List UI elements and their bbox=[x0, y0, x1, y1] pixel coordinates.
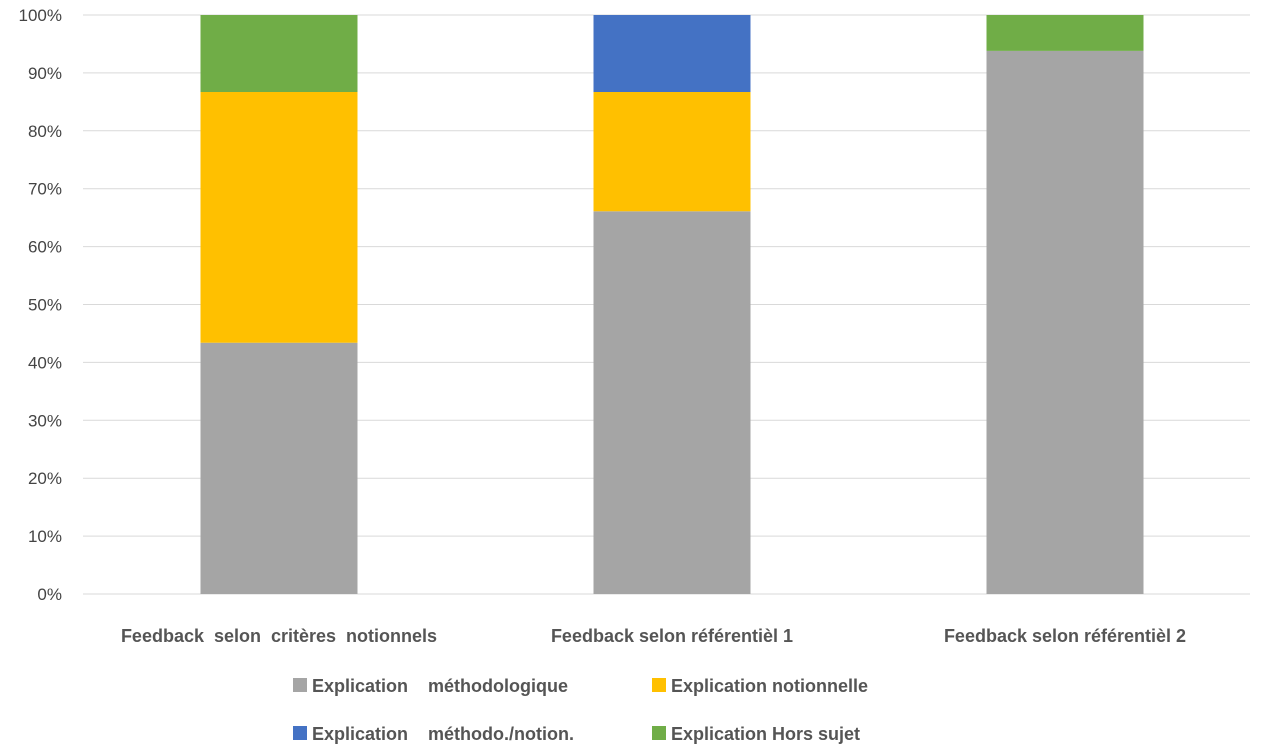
bar-stack bbox=[593, 15, 751, 594]
x-tick-label: Feedback selon référentièl 1 bbox=[551, 626, 793, 646]
y-tick-label: 100% bbox=[19, 6, 62, 25]
bar-segment bbox=[986, 50, 1144, 594]
y-tick-label: 50% bbox=[28, 296, 62, 315]
bar-stack bbox=[200, 15, 358, 594]
y-tick-label: 60% bbox=[28, 238, 62, 257]
legend-label: Explication notionnelle bbox=[671, 676, 868, 696]
bar-segment bbox=[200, 342, 358, 594]
legend-label: Explication Hors sujet bbox=[671, 724, 860, 744]
x-tick-label: Feedback selon référentièl 2 bbox=[944, 626, 1186, 646]
legend-item: Explication Hors sujet bbox=[652, 724, 860, 744]
y-tick-label: 30% bbox=[28, 411, 62, 430]
bars bbox=[200, 15, 1144, 594]
legend-swatch bbox=[652, 726, 666, 740]
y-tick-label: 80% bbox=[28, 122, 62, 141]
legend-item: Explication méthodo./notion. bbox=[293, 724, 574, 744]
bar-segment bbox=[593, 211, 751, 594]
y-tick-label: 0% bbox=[37, 585, 62, 604]
legend-swatch bbox=[293, 726, 307, 740]
legend-swatch bbox=[293, 678, 307, 692]
legend-swatch bbox=[652, 678, 666, 692]
bar-segment bbox=[593, 92, 751, 212]
bar-segment bbox=[593, 15, 751, 93]
y-tick-label: 40% bbox=[28, 353, 62, 372]
y-tick-label: 90% bbox=[28, 64, 62, 83]
bar-segment bbox=[986, 15, 1144, 51]
legend-item: Explication notionnelle bbox=[652, 676, 868, 696]
y-tick-label: 10% bbox=[28, 527, 62, 546]
legend: Explication méthodologique Explication no… bbox=[293, 676, 868, 744]
legend-label: Explication méthodologique bbox=[312, 676, 568, 696]
y-axis: 0% 10% 20% 30% 40% 50% 60% 70% 80% 90% 100% bbox=[19, 6, 62, 604]
x-tick-label: Feedback selon critères notionnels bbox=[121, 626, 437, 646]
y-tick-label: 70% bbox=[28, 180, 62, 199]
legend-item: Explication méthodologique bbox=[293, 676, 568, 696]
bar-segment bbox=[200, 15, 358, 93]
y-tick-label: 20% bbox=[28, 469, 62, 488]
legend-label: Explication méthodo./notion. bbox=[312, 724, 574, 744]
bar-stack bbox=[986, 15, 1144, 594]
bar-segment bbox=[200, 92, 358, 343]
